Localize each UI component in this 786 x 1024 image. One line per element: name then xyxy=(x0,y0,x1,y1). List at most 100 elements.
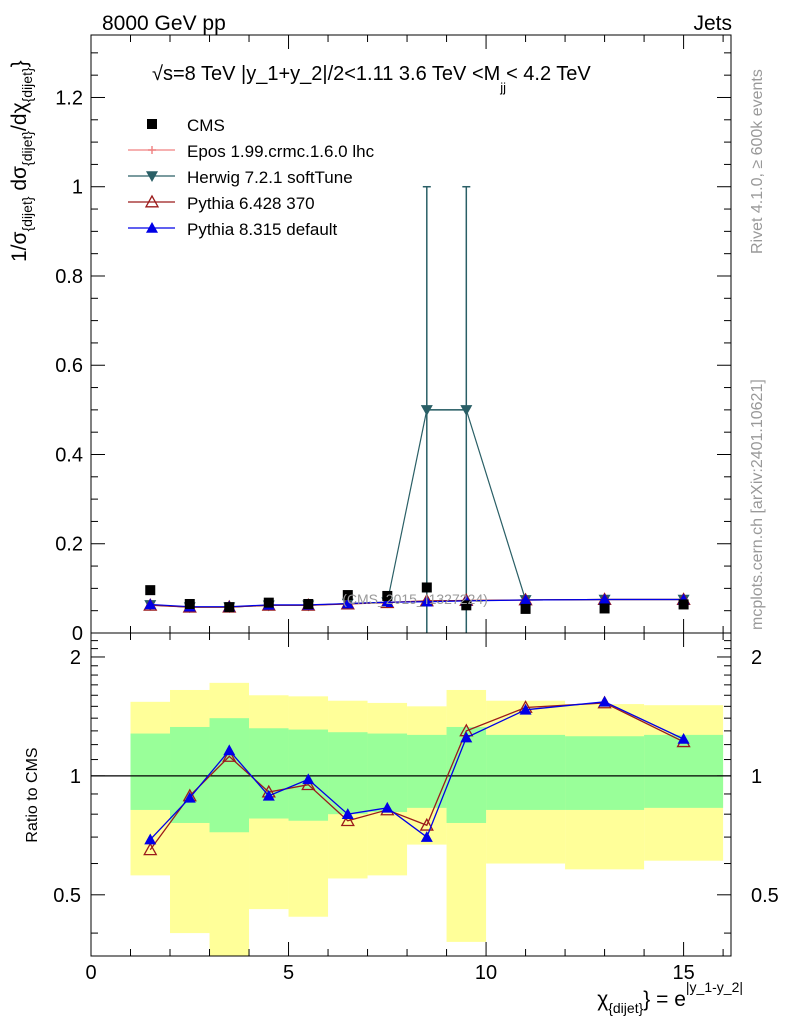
top-y-tick-label: 1 xyxy=(72,177,83,199)
title-subscript: jj xyxy=(499,80,506,95)
cms-point xyxy=(342,590,353,601)
legend-marker-pythia-8-315-default xyxy=(146,222,158,233)
top-y-tick-label: 1.2 xyxy=(55,87,83,109)
legend-label-cms: CMS xyxy=(187,116,225,135)
legend: CMS Epos 1.99.crmc.1.6.0 lhc Herwig 7.2.… xyxy=(128,116,375,239)
ratio-pythia-8-315-default-point xyxy=(262,789,275,801)
x-tick-label: 5 xyxy=(283,962,294,984)
x-axis-label: χ{dijet}} = e|y_1-y_2| xyxy=(597,979,743,1016)
pythia-8-315-default-point xyxy=(598,593,611,605)
pythia-8-315-default-point xyxy=(420,595,433,607)
ratio-pythia-8-315-default-point xyxy=(302,773,315,785)
ratio-uncertainty-band-inner xyxy=(407,734,447,808)
ratio-pythia-6-428-370-line xyxy=(149,702,684,851)
ratio-pythia-8-315-default-point xyxy=(460,731,473,743)
ylabel-sub2: {dijet} xyxy=(19,131,35,166)
top-axis-layer: 0 0.2 0.4 0.6 0.8 1 1.2 xyxy=(55,35,731,645)
top-y-tick-label: 0.4 xyxy=(55,444,83,466)
top-y-tick-label: 0.6 xyxy=(55,355,83,377)
ratio-pythia-8-315-default-point xyxy=(381,801,394,813)
ratio-pythia-8-315-default-line xyxy=(149,701,684,840)
rivet-version-label: Rivet 4.1.0, ≥ 600k events xyxy=(749,69,766,254)
cms-point xyxy=(678,599,689,610)
legend-marker-herwig-7-2-1-softtune xyxy=(146,171,158,182)
title-main-text: s=8 TeV |y_1+y_2|/2<1.11 3.6 TeV <M xyxy=(163,63,500,85)
cms-point xyxy=(303,598,314,609)
xlabel-equals: } = e xyxy=(643,988,686,1011)
legend-label-pythia8: Pythia 8.315 default xyxy=(187,220,338,239)
ratio-pythia-6-428-370-point xyxy=(419,817,434,831)
ratio-uncertainty-band-inner xyxy=(565,736,645,810)
ratio-pythia-8-315-default-point xyxy=(144,833,157,845)
header-energy-label: 8000 GeV pp xyxy=(102,12,226,35)
header-process-label: Jets xyxy=(693,12,732,35)
ratio-uncertainty-band-inner xyxy=(209,718,250,833)
top-panel: 0 0.2 0.4 0.6 0.8 1 1.2 (CMS_2015_I1327224) √s… xyxy=(8,34,732,645)
pythia-8-315-default-point xyxy=(144,598,157,610)
ratio-uncertainty-band-inner xyxy=(446,726,487,823)
ratio-y-tick-label-right: 0.5 xyxy=(751,885,779,907)
cms-point xyxy=(263,597,274,608)
ylabel-part4: } xyxy=(8,60,31,67)
x-tick-label: 0 xyxy=(85,962,96,984)
legend-marker-cms xyxy=(147,119,157,129)
mcplots-url-label: mcplots.cern.ch [arXiv:2401.10621] xyxy=(749,379,766,630)
pythia-8-315-default-point xyxy=(381,596,394,608)
cms-point xyxy=(382,590,393,601)
ylabel-sub3: {dijet} xyxy=(19,67,35,102)
ratio-pythia-8-315-default-point xyxy=(223,744,236,756)
xlabel-chi: χ xyxy=(597,988,608,1011)
ratio-uncertainty-band-inner xyxy=(328,732,368,815)
legend-label-pythia6: Pythia 6.428 370 xyxy=(187,194,315,213)
ratio-axis-layer: 0.5 0.5 1 1 2 2 0 5 10 15 xyxy=(53,633,779,984)
ratio-plot-frame xyxy=(90,632,732,957)
plot-title: √s=8 TeV |y_1+y_2|/2<1.11 3.6 TeV <Mjj< … xyxy=(152,63,591,95)
ratio-y-tick-label: 2 xyxy=(70,647,81,669)
ratio-y-tick-label: 0.5 xyxy=(53,885,81,907)
legend-markers xyxy=(128,119,175,233)
ratio-pythia-8-315-default-point xyxy=(341,808,354,819)
ratio-pythia-8-315-default-point xyxy=(677,732,690,744)
top-y-tick-label: 0.2 xyxy=(55,534,83,556)
ratio-pythia-8-315-default-point xyxy=(420,831,433,842)
pythia-8-315-default-point xyxy=(341,597,354,609)
legend-label-epos: Epos 1.99.crmc.1.6.0 lhc xyxy=(187,142,375,161)
top-y-axis-label: 1/σ{dijet} dσ{dijet}/dχ{dijet}} xyxy=(8,60,35,262)
top-y-tick-label: 0 xyxy=(72,623,83,645)
ratio-uncertainty-band-inner xyxy=(170,726,210,823)
cms-point xyxy=(184,598,195,609)
pythia-8-315-default-line xyxy=(150,598,684,608)
ratio-pythia-6-428-370-point xyxy=(340,813,355,827)
herwig-7-2-1-softtune-point xyxy=(420,405,433,416)
ratio-uncertainty-band-inner xyxy=(367,733,408,813)
legend-marker-pythia-6-428-370 xyxy=(144,194,160,208)
legend-label-herwig: Herwig 7.2.1 softTune xyxy=(187,168,353,187)
top-series-layer xyxy=(143,185,691,633)
legend-marker-epos-1-99-crmc-1-6-0-lhc xyxy=(148,146,156,154)
cms-point xyxy=(520,603,531,614)
ratio-panel: 0.5 0.5 1 1 2 2 0 5 10 15 Ratio to CMS χ{dijet}} … xyxy=(24,632,779,1016)
pythia-8-315-default-point xyxy=(519,593,532,605)
ylabel-part3: /dχ xyxy=(8,102,31,131)
ratio-y-tick-label-right: 1 xyxy=(751,766,762,788)
herwig-7-2-1-softtune-line xyxy=(150,409,684,608)
title-sqrt-symbol: √ xyxy=(152,63,163,85)
cms-point xyxy=(224,602,235,613)
ratio-y-tick-label: 1 xyxy=(70,766,81,788)
title-tail-text: < 4.2 TeV xyxy=(506,63,591,85)
ratio-series-layer xyxy=(143,695,691,856)
ylabel-part2: dσ xyxy=(8,166,31,197)
cms-point xyxy=(145,585,156,596)
ratio-pythia-6-428-370-point xyxy=(222,749,237,762)
ratio-pythia-6-428-370-point xyxy=(143,842,158,856)
xlabel-subscript: {dijet} xyxy=(608,1000,643,1016)
ylabel-part1: 1/σ xyxy=(8,231,31,262)
top-y-tick-label: 0.8 xyxy=(55,266,83,288)
ratio-y-tick-label-right: 2 xyxy=(751,647,762,669)
ratio-uncertainty-band-inner xyxy=(130,733,171,810)
ratio-pythia-8-315-default-point xyxy=(598,695,611,707)
cms-point xyxy=(461,600,472,611)
cms-point xyxy=(421,582,432,593)
x-tick-label: 10 xyxy=(475,962,497,984)
